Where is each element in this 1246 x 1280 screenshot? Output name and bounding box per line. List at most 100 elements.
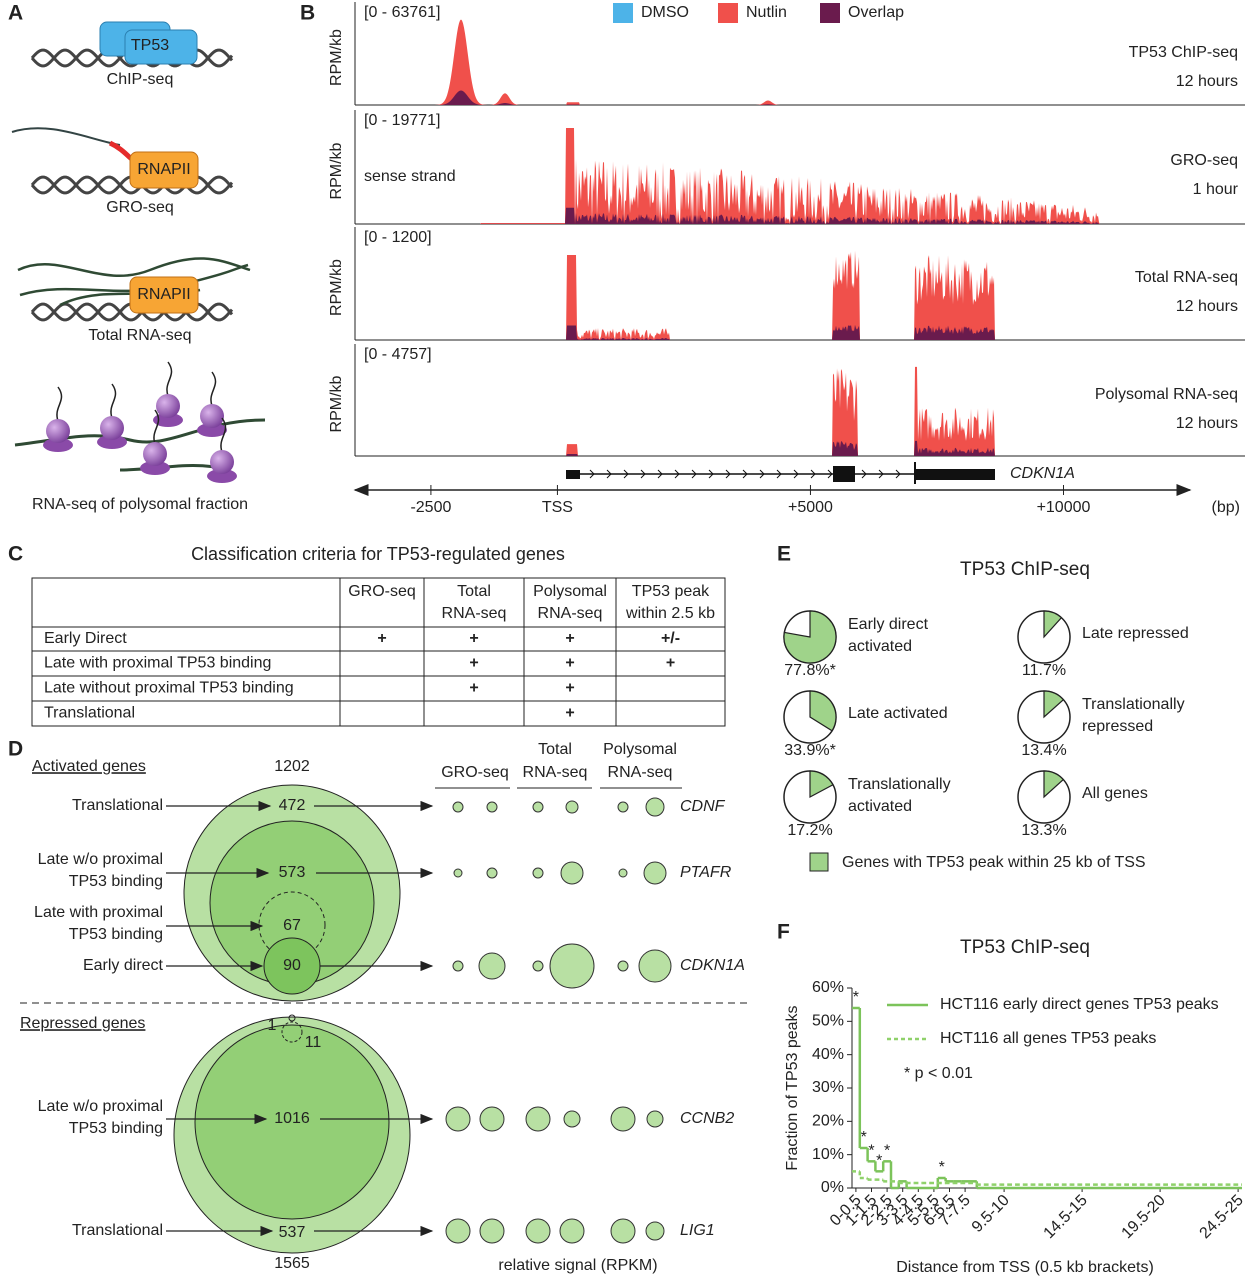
strand-arrow: [742, 469, 748, 479]
footer: relative signal (RPKM): [498, 1257, 657, 1274]
track-ylabel: RPM/kb: [328, 29, 345, 86]
column-header: Total: [538, 741, 572, 758]
y-tick-label: 30%: [812, 1079, 844, 1096]
strand-arrow: [708, 469, 714, 479]
strand-arrow: [674, 469, 680, 479]
count: 90: [283, 957, 301, 974]
exon: [566, 470, 580, 479]
venn-circle: [194, 1024, 390, 1220]
signal-bubble: [618, 868, 628, 878]
signal-bubble: [453, 868, 463, 878]
overlap-signal: [355, 324, 1245, 340]
dna-strand: [30, 175, 234, 195]
y-tick-label: 10%: [812, 1146, 844, 1163]
table-cell: +: [565, 680, 574, 697]
pie-value-label: 77.8%*: [784, 662, 836, 679]
track-time: 12 hours: [1176, 415, 1238, 432]
polymerase-label: RNAPII: [137, 286, 190, 303]
table-title: Classification criteria for TP53-regulat…: [191, 544, 565, 564]
signal-bubble: [559, 1218, 585, 1244]
column-header: RNA-seq: [523, 764, 588, 781]
signal-bubble: [532, 960, 544, 972]
rna: [17, 257, 251, 277]
dna-strand: [30, 302, 234, 322]
y-tick-label: 40%: [812, 1046, 844, 1063]
track-ylabel: RPM/kb: [328, 142, 345, 199]
ribosome: [156, 394, 180, 418]
track-time: 1 hour: [1193, 181, 1239, 198]
ribosome: [200, 404, 224, 428]
signal-bubble: [560, 861, 584, 885]
pie-value-label: 11.7%: [1022, 662, 1066, 679]
exon: [915, 469, 995, 480]
class-label: Late w/o proximal: [38, 851, 163, 868]
row-label: Translational: [44, 705, 135, 722]
strand-arrow: [691, 469, 697, 479]
panel-letter: A: [8, 2, 23, 25]
strand-arrow: [589, 469, 595, 479]
pie-value-label: 33.9%*: [784, 742, 836, 759]
pie-value-label: 13.4%: [1021, 742, 1066, 759]
chart-note: * p < 0.01: [904, 1065, 973, 1082]
pie-label: activated: [848, 638, 912, 655]
protein-label: TP53: [131, 37, 169, 54]
y-tick-label: 50%: [812, 1013, 844, 1030]
table-cell: +: [469, 680, 478, 697]
strand-arrow: [759, 469, 765, 479]
strand-arrow: [640, 469, 646, 479]
pie-wedge: [809, 770, 834, 799]
y-tick-label: 60%: [812, 979, 844, 996]
signal-bubble: [617, 960, 629, 972]
strand-arrow: [793, 469, 799, 479]
y-tick-label: 20%: [812, 1113, 844, 1130]
count: 67: [283, 917, 301, 934]
class-label: TP53 binding: [69, 1120, 163, 1137]
x-tick-label: +5000: [788, 499, 833, 516]
overlap-signal: [355, 90, 1245, 105]
pie-wedge: [1043, 770, 1065, 799]
x-tick-label: 19.5-20: [1119, 1192, 1169, 1242]
nutlin-signal: [355, 366, 1245, 456]
significance-mark: *: [884, 1143, 890, 1160]
table-header: RNA-seq: [538, 605, 603, 622]
pie-label: activated: [848, 798, 912, 815]
nutlin-signal: [355, 128, 1245, 224]
signal-bubble: [563, 1110, 581, 1128]
count: 1565: [274, 1255, 310, 1272]
signal-bubble: [645, 797, 665, 817]
assay-label: RNA-seq of polysomal fraction: [32, 496, 248, 513]
section-title: Activated genes: [32, 758, 146, 775]
assay-label: GRO-seq: [106, 199, 174, 216]
count: 537: [279, 1224, 306, 1241]
strand-arrow: [725, 469, 731, 479]
row-label: Late with proximal TP53 binding: [44, 655, 271, 672]
signal-bubble: [646, 1110, 664, 1128]
x-tick-label: TSS: [542, 499, 573, 516]
legend-swatch: [809, 852, 829, 872]
venn-circle: [281, 1021, 303, 1043]
table-header: TP53 peak: [632, 583, 710, 600]
signal-bubble: [617, 801, 629, 813]
table-header: RNA-seq: [442, 605, 507, 622]
class-label: Late w/o proximal: [38, 1098, 163, 1115]
signal-bubble: [565, 800, 579, 814]
mrna-tail: [210, 371, 217, 407]
count: 1: [268, 1017, 277, 1034]
signal-bubble: [610, 1106, 636, 1132]
polymerase: [129, 276, 199, 314]
table-cell: +: [565, 655, 574, 672]
legend-label: DMSO: [641, 4, 689, 21]
signal-bubble: [486, 801, 498, 813]
rna: [11, 127, 121, 146]
pie-label: Translationally: [848, 776, 951, 793]
ribosome: [43, 438, 73, 452]
table-header: GRO-seq: [348, 583, 416, 600]
ribosome: [46, 419, 70, 443]
mrna-tail: [166, 361, 173, 397]
strand-arrow: [776, 469, 782, 479]
significance-mark: *: [861, 1129, 867, 1146]
pie-wedge: [1043, 610, 1063, 639]
table-cell: +: [565, 705, 574, 722]
table-cell: +: [666, 655, 675, 672]
nutlin-signal: [355, 250, 1245, 340]
